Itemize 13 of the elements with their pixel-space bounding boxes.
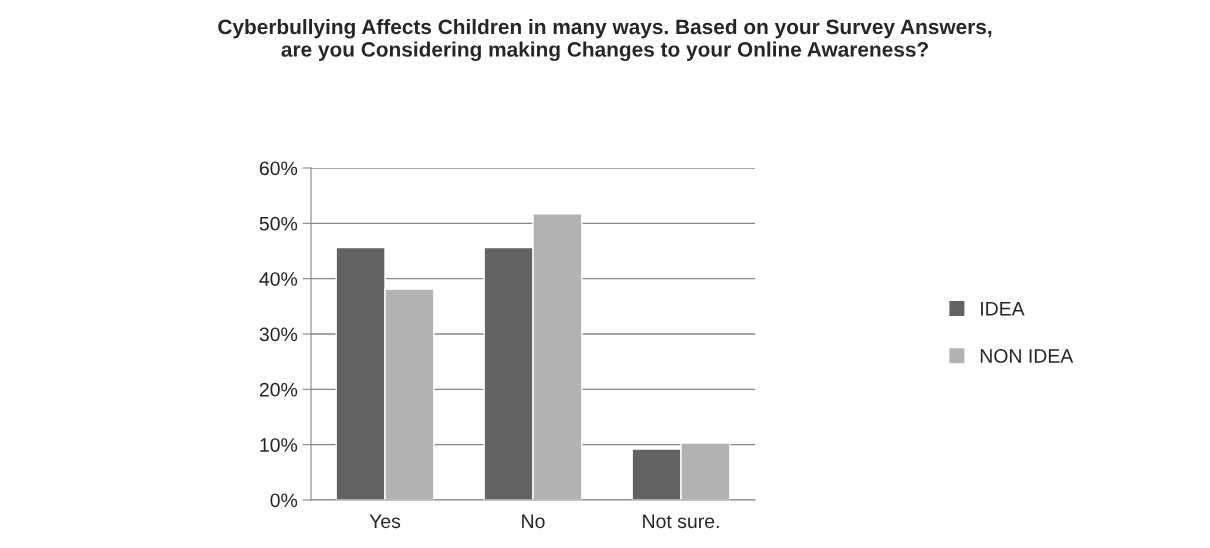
legend-label: NON IDEA — [980, 349, 1074, 363]
y-tick-label: 0% — [270, 493, 298, 508]
y-tick-label: 50% — [259, 216, 298, 231]
y-tick-label: 10% — [260, 438, 298, 452]
y-tick-label: 20% — [259, 382, 298, 397]
x-tick-label: Yes — [369, 514, 401, 529]
y-tick-label: 40% — [259, 272, 298, 286]
legend-label: IDEA — [981, 302, 1025, 316]
chart-title: Cyberbullying Affects Children in many ways. Based on your Survey Answers, are you Considering making Changes to your Online Awareness? — [218, 18, 992, 62]
y-tick-label: 60% — [259, 161, 298, 176]
x-tick-label: No — [522, 514, 545, 529]
y-tick-label: 30% — [259, 327, 298, 342]
x-tick-label: Not sure. — [643, 514, 719, 529]
